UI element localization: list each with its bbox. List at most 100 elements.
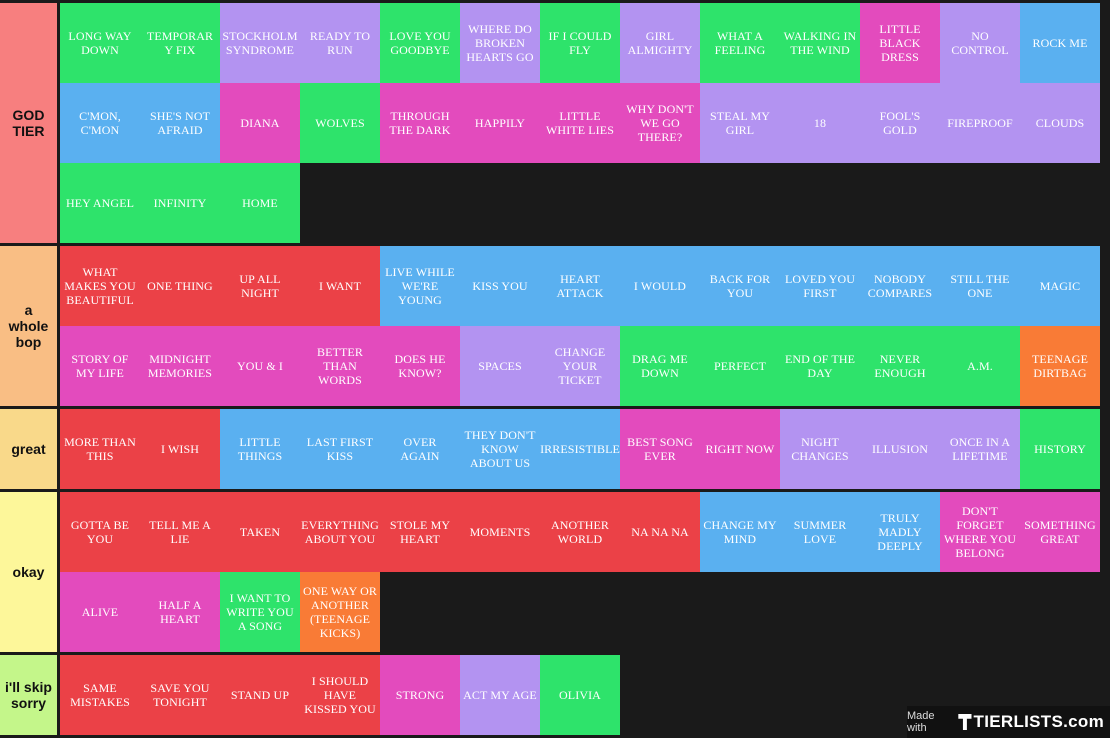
tier-label-text: i'll skip sorry: [5, 679, 52, 711]
tier-item[interactable]: PERFECT: [700, 326, 780, 406]
tier-item[interactable]: STILL THE ONE: [940, 246, 1020, 326]
tier-item[interactable]: BETTER THAN WORDS: [300, 326, 380, 406]
tier-item[interactable]: I WOULD: [620, 246, 700, 326]
tier-item[interactable]: TEMPORARY FIX: [140, 3, 220, 83]
tier-item[interactable]: LONG WAY DOWN: [60, 3, 140, 83]
tier-item[interactable]: THEY DON'T KNOW ABOUT US: [460, 409, 540, 489]
tier-item[interactable]: INFINITY: [140, 163, 220, 243]
tier-item[interactable]: LAST FIRST KISS: [300, 409, 380, 489]
tier-item[interactable]: SOMETHING GREAT: [1020, 492, 1100, 572]
tier-item[interactable]: DIANA: [220, 83, 300, 163]
tier-item[interactable]: CHANGE YOUR TICKET: [540, 326, 620, 406]
tier-item[interactable]: GIRL ALMIGHTY: [620, 3, 700, 83]
tier-item[interactable]: LITTLE THINGS: [220, 409, 300, 489]
tier-item[interactable]: ACT MY AGE: [460, 655, 540, 735]
tier-item[interactable]: WOLVES: [300, 83, 380, 163]
tier-label[interactable]: great: [0, 409, 57, 489]
tier-item[interactable]: RIGHT NOW: [700, 409, 780, 489]
tier-item[interactable]: SAME MISTAKES: [60, 655, 140, 735]
tier-item[interactable]: HALF A HEART: [140, 572, 220, 652]
tier-item[interactable]: WHAT A FEELING: [700, 3, 780, 83]
tier-item[interactable]: TEENAGE DIRTBAG: [1020, 326, 1100, 406]
tier-item[interactable]: I WISH: [140, 409, 220, 489]
tier-item[interactable]: ILLUSION: [860, 409, 940, 489]
tier-item[interactable]: NOBODY COMPARES: [860, 246, 940, 326]
tier-item[interactable]: YOU & I: [220, 326, 300, 406]
tier-item[interactable]: GOTTA BE YOU: [60, 492, 140, 572]
tier-item[interactable]: DOES HE KNOW?: [380, 326, 460, 406]
tier-item[interactable]: FIREPROOF: [940, 83, 1020, 163]
tier-item[interactable]: HAPPILY: [460, 83, 540, 163]
tier-item[interactable]: STRONG: [380, 655, 460, 735]
tier-item[interactable]: HOME: [220, 163, 300, 243]
tier-label[interactable]: GOD TIER: [0, 3, 57, 243]
tier-item[interactable]: KISS YOU: [460, 246, 540, 326]
tier-item[interactable]: FOOL'S GOLD: [860, 83, 940, 163]
tier-item[interactable]: CHANGE MY MIND: [700, 492, 780, 572]
tier-item[interactable]: STOLE MY HEART: [380, 492, 460, 572]
tier-item[interactable]: ANOTHER WORLD: [540, 492, 620, 572]
tier-item[interactable]: WHAT MAKES YOU BEAUTIFUL: [60, 246, 140, 326]
tier-item[interactable]: WHY DON'T WE GO THERE?: [620, 83, 700, 163]
tier-item[interactable]: LIVE WHILE WE'RE YOUNG: [380, 246, 460, 326]
tier-item[interactable]: I WANT TO WRITE YOU A SONG: [220, 572, 300, 652]
tier-item[interactable]: SPACES: [460, 326, 540, 406]
tier-item[interactable]: ONE THING: [140, 246, 220, 326]
tier-item[interactable]: NO CONTROL: [940, 3, 1020, 83]
tier-item[interactable]: MAGIC: [1020, 246, 1100, 326]
tier-item[interactable]: LITTLE BLACK DRESS: [860, 3, 940, 83]
tier-item[interactable]: BACK FOR YOU: [700, 246, 780, 326]
tier-item[interactable]: TRULY MADLY DEEPLY: [860, 492, 940, 572]
tier-item[interactable]: OVER AGAIN: [380, 409, 460, 489]
tier-label[interactable]: i'll skip sorry: [0, 655, 57, 735]
tier-item[interactable]: A.M.: [940, 326, 1020, 406]
tier-item[interactable]: DRAG ME DOWN: [620, 326, 700, 406]
tier-item[interactable]: END OF THE DAY: [780, 326, 860, 406]
tier-item[interactable]: ROCK ME: [1020, 3, 1100, 83]
tier-item[interactable]: NA NA NA: [620, 492, 700, 572]
tier-item[interactable]: TELL ME A LIE: [140, 492, 220, 572]
tier-item[interactable]: TAKEN: [220, 492, 300, 572]
tier-label-text: great: [11, 441, 46, 457]
tier-item[interactable]: ALIVE: [60, 572, 140, 652]
tier-item[interactable]: MOMENTS: [460, 492, 540, 572]
tier-item[interactable]: IRRESISTIBLE: [540, 409, 620, 489]
tier-item[interactable]: ONE WAY OR ANOTHER (TEENAGE KICKS): [300, 572, 380, 652]
tier-item[interactable]: EVERYTHING ABOUT YOU: [300, 492, 380, 572]
tier-item[interactable]: I SHOULD HAVE KISSED YOU: [300, 655, 380, 735]
tier-item[interactable]: STAND UP: [220, 655, 300, 735]
tier-item[interactable]: HISTORY: [1020, 409, 1100, 489]
tier-item[interactable]: SAVE YOU TONIGHT: [140, 655, 220, 735]
tier-item[interactable]: SUMMER LOVE: [780, 492, 860, 572]
tier-item[interactable]: HEART ATTACK: [540, 246, 620, 326]
tier-item[interactable]: WALKING IN THE WIND: [780, 3, 860, 83]
tier-item[interactable]: CLOUDS: [1020, 83, 1100, 163]
tier-item[interactable]: LOVE YOU GOODBYE: [380, 3, 460, 83]
tier-item[interactable]: DON'T FORGET WHERE YOU BELONG: [940, 492, 1020, 572]
tier-item[interactable]: OLIVIA: [540, 655, 620, 735]
tier-item[interactable]: WHERE DO BROKEN HEARTS GO: [460, 3, 540, 83]
tier-item[interactable]: MIDNIGHT MEMORIES: [140, 326, 220, 406]
tier-item[interactable]: LITTLE WHITE LIES: [540, 83, 620, 163]
tier-item[interactable]: HEY ANGEL: [60, 163, 140, 243]
tier-item[interactable]: READY TO RUN: [300, 3, 380, 83]
tier-item[interactable]: 18: [780, 83, 860, 163]
tier-item[interactable]: ONCE IN A LIFETIME: [940, 409, 1020, 489]
tierlists-watermark[interactable]: Made with TIERLISTS.com: [907, 706, 1110, 738]
tier-item[interactable]: LOVED YOU FIRST: [780, 246, 860, 326]
tier-item[interactable]: BEST SONG EVER: [620, 409, 700, 489]
tier-item[interactable]: NEVER ENOUGH: [860, 326, 940, 406]
tier-item[interactable]: STEAL MY GIRL: [700, 83, 780, 163]
tier-item[interactable]: I WANT: [300, 246, 380, 326]
tier-item[interactable]: THROUGH THE DARK: [380, 83, 460, 163]
tier-label[interactable]: a whole bop: [0, 246, 57, 406]
tier-item[interactable]: C'MON, C'MON: [60, 83, 140, 163]
tier-item[interactable]: UP ALL NIGHT: [220, 246, 300, 326]
tier-label[interactable]: okay: [0, 492, 57, 652]
tier-item[interactable]: STOCKHOLM SYNDROME: [220, 3, 300, 83]
tier-item[interactable]: IF I COULD FLY: [540, 3, 620, 83]
tier-item[interactable]: NIGHT CHANGES: [780, 409, 860, 489]
tier-item[interactable]: MORE THAN THIS: [60, 409, 140, 489]
tier-item[interactable]: STORY OF MY LIFE: [60, 326, 140, 406]
tier-item[interactable]: SHE'S NOT AFRAID: [140, 83, 220, 163]
